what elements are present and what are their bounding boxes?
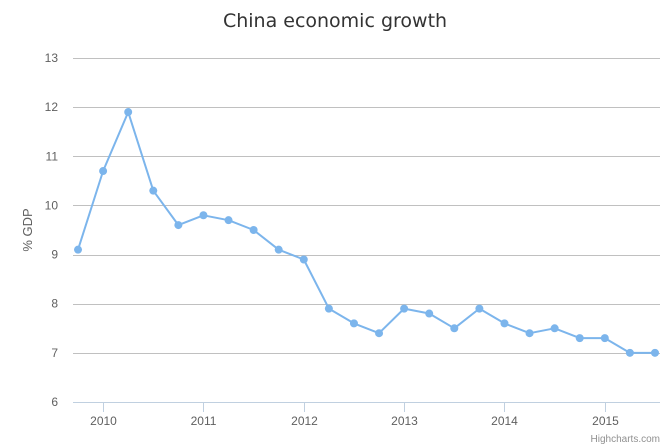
y-axis-title: % GDP: [20, 208, 35, 251]
data-point: [224, 216, 233, 225]
data-point: [500, 319, 509, 328]
data-point: [149, 186, 158, 195]
y-tick-label: 10: [45, 198, 59, 212]
data-point: [550, 324, 559, 333]
data-point: [299, 255, 308, 264]
x-tick-label: 2014: [491, 414, 518, 428]
series-layer: [74, 108, 659, 357]
data-point: [324, 304, 333, 313]
data-point: [74, 245, 83, 254]
data-point: [249, 226, 258, 234]
y-tick-label: 6: [51, 395, 58, 409]
x-tick-label: 2013: [391, 414, 418, 428]
data-point: [375, 329, 384, 338]
y-tick-label: 8: [51, 297, 58, 311]
x-tick-label: 2011: [191, 414, 217, 428]
y-tick-label: 7: [51, 346, 58, 360]
data-point: [349, 319, 358, 328]
grid-lines: [73, 58, 660, 354]
x-tick-label: 2012: [291, 414, 318, 428]
data-point: [450, 324, 459, 333]
credits-link[interactable]: Highcharts.com: [591, 434, 660, 445]
data-point: [575, 334, 584, 343]
data-point: [99, 167, 108, 176]
data-point: [124, 108, 133, 117]
data-point: [625, 348, 634, 357]
data-point: [525, 329, 534, 338]
data-point: [199, 211, 208, 220]
y-axis-ticks: 6 7 8 9 10 11 12 13: [45, 51, 59, 409]
chart-title: China economic growth: [223, 10, 447, 32]
x-tick-label: 2015: [592, 414, 619, 428]
data-point: [425, 309, 434, 318]
data-point: [274, 245, 283, 254]
data-point: [475, 304, 484, 313]
data-point: [400, 304, 409, 313]
y-tick-label: 9: [51, 248, 58, 262]
x-tick-label: 2010: [90, 414, 117, 428]
y-tick-label: 13: [45, 51, 59, 65]
y-tick-label: 11: [46, 149, 59, 163]
y-tick-label: 12: [45, 100, 59, 114]
x-axis: 2010 2011 2012 2013 2014 2015: [73, 402, 660, 428]
data-point: [174, 221, 183, 230]
series-line: [77, 111, 655, 354]
data-point: [650, 348, 659, 357]
data-point: [600, 334, 609, 343]
